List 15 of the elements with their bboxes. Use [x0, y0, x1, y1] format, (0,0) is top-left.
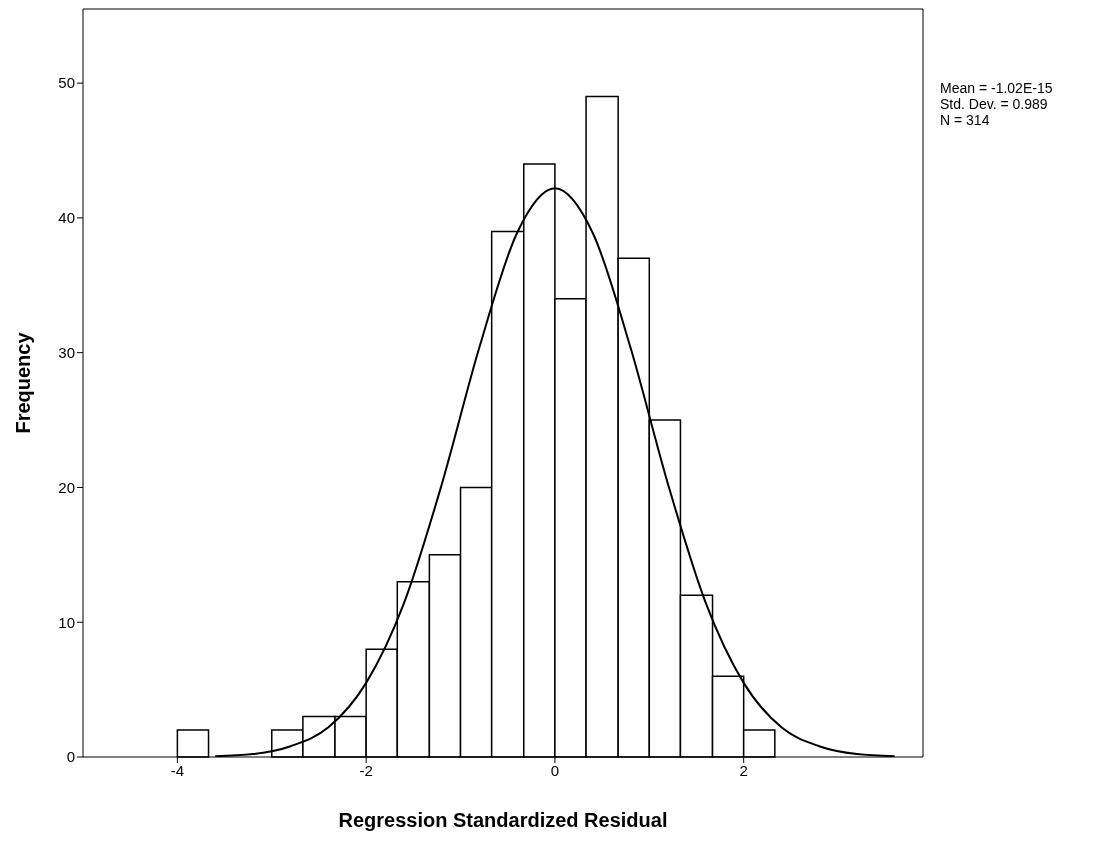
y-tick-label: 0	[66, 748, 75, 766]
text: Mean = -1.02E-15	[940, 80, 1053, 96]
y-tick-label: 30	[58, 344, 75, 361]
x-tick-label: -2	[359, 761, 373, 779]
x-axis-title: Regression Standardized Residual	[338, 809, 668, 831]
x-tick-label: 2	[739, 761, 748, 779]
x-tick-label: -4	[170, 761, 185, 779]
y-tick-label: 50	[58, 74, 75, 92]
y-tick-label: 10	[58, 613, 75, 631]
x-tick-label: 0	[550, 761, 560, 779]
text: Std. Dev. = 0.989	[940, 96, 1049, 112]
y-tick-label: 40	[58, 209, 75, 227]
y-tick-label: 20	[58, 478, 75, 496]
text: N = 314	[940, 112, 991, 128]
y-axis-title: Frequency	[12, 331, 35, 434]
